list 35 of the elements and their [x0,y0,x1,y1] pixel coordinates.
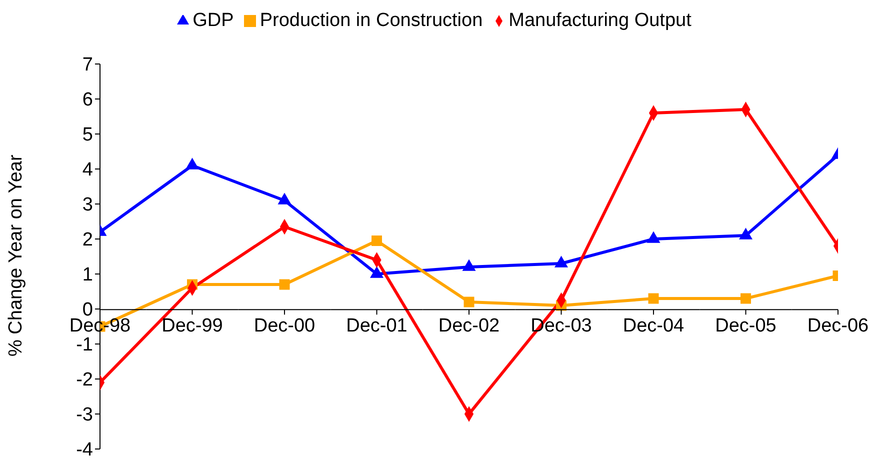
point [278,193,291,204]
x-tick-label: Dec-00 [254,316,316,337]
x-tick-label: Dec-06 [807,316,869,337]
point [462,260,476,271]
point [648,293,659,304]
point [554,256,568,268]
y-tick-label: 4 [82,160,94,181]
y-tick-label: -1 [76,334,93,356]
legend-label: Manufacturing Output [508,10,692,31]
y-tick-label: -3 [76,404,93,426]
y-tick-label: 1 [82,264,93,286]
y-tick-label: -2 [76,370,93,391]
point [186,158,199,170]
point [464,296,474,308]
x-tick-label: Dec-05 [715,316,776,337]
point [279,279,290,290]
point [739,228,752,240]
legend-label: Production in Construction [260,10,483,31]
y-tick-label: 5 [82,124,93,146]
x-tick-label: Dec-01 [346,316,408,337]
point [740,293,751,304]
y-tick-label: 2 [82,230,93,251]
y-tick-label: 3 [82,194,93,216]
point [647,232,660,243]
y-tick-label: 7 [82,54,93,76]
point [372,236,382,246]
y-tick-label: 6 [82,90,93,111]
point [370,266,384,278]
x-tick-label: Dec-99 [162,316,223,337]
y-axis-title: % Change Year on Year [6,154,27,356]
y-tick-label: 0 [82,300,93,321]
legend-label: GDP [192,10,234,31]
x-tick-label: Dec-02 [438,316,500,337]
x-tick-label: Dec-04 [622,316,685,337]
y-tick-label: -4 [76,440,94,459]
